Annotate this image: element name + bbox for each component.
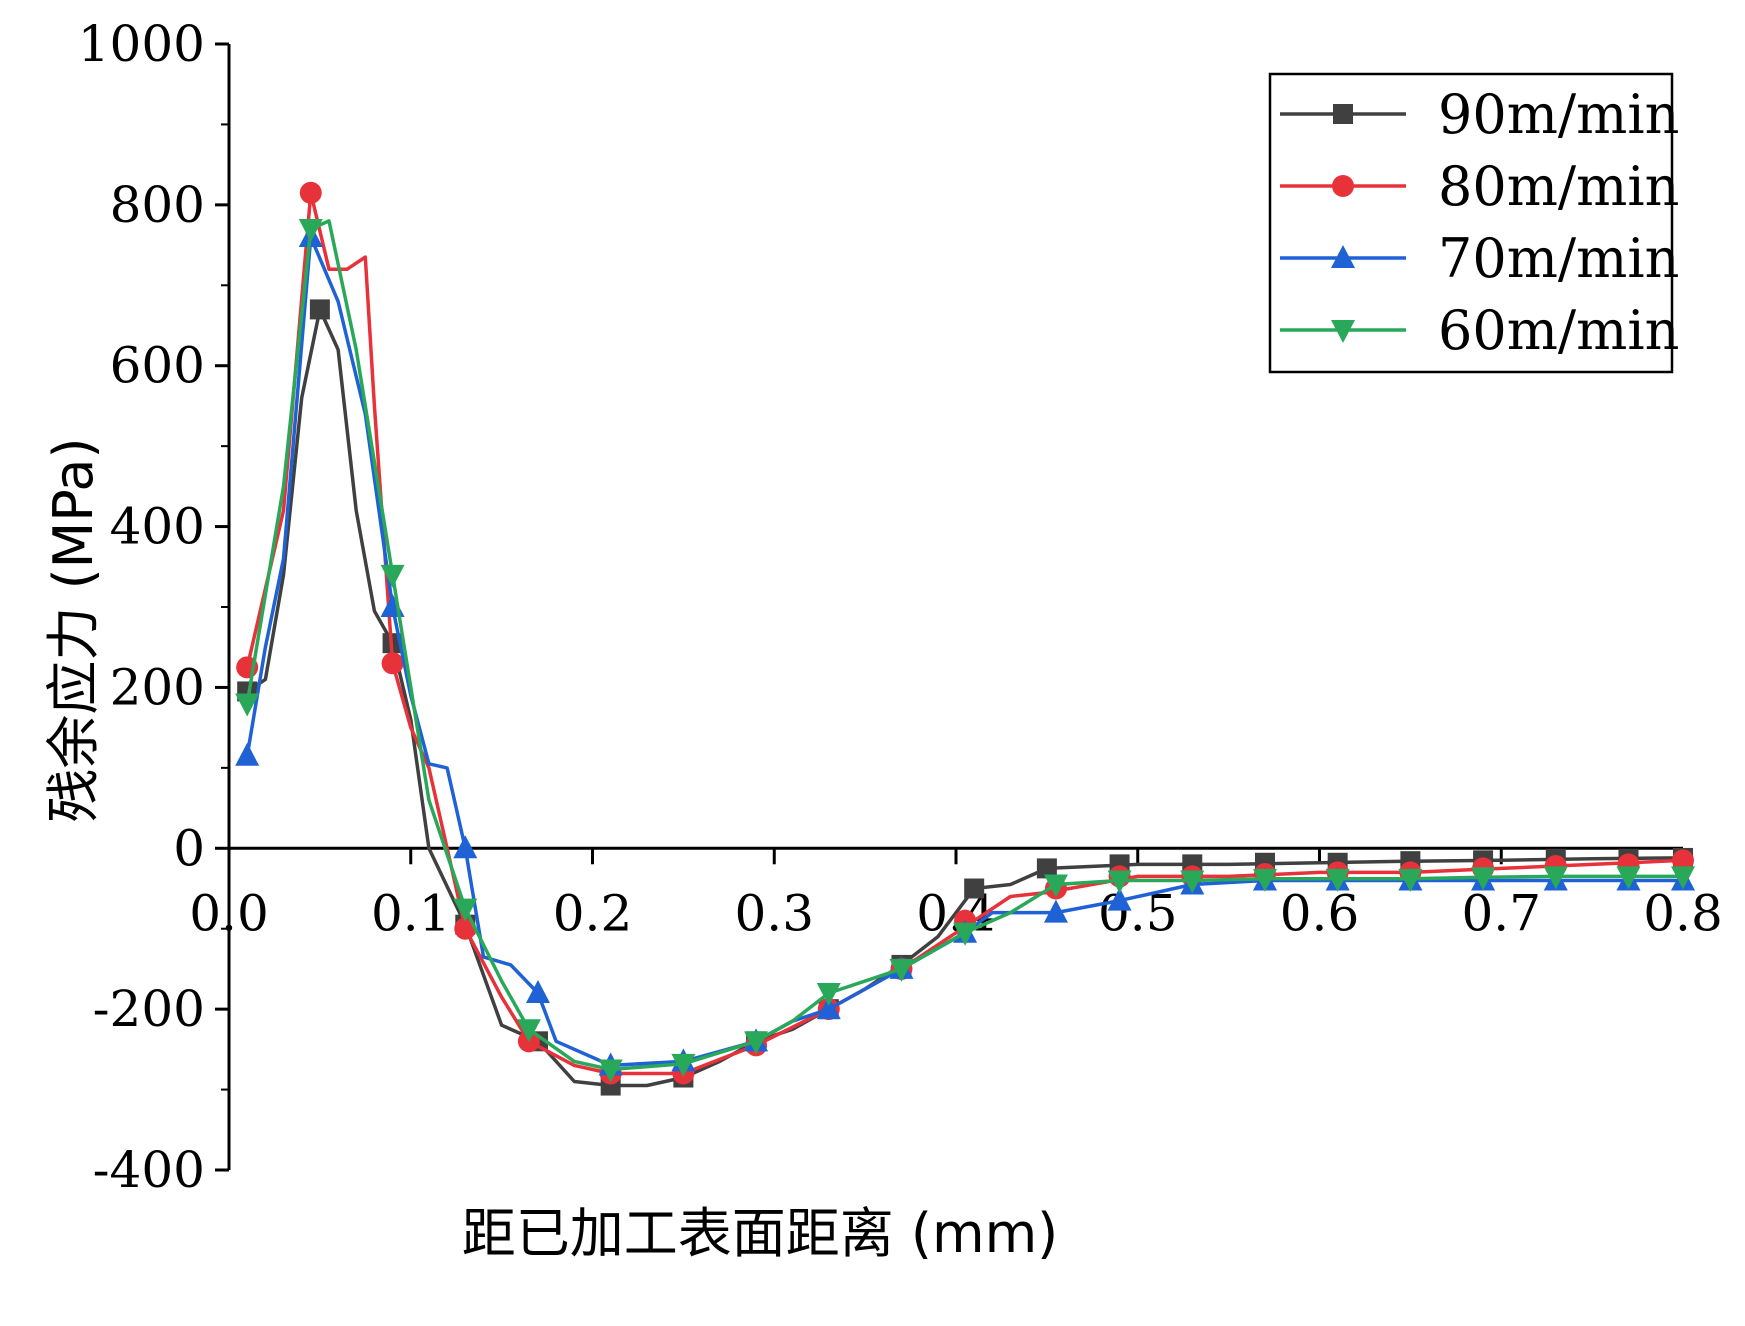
- y-tick-label: -200: [93, 980, 205, 1038]
- data-point: [380, 594, 405, 617]
- data-point: [235, 693, 260, 717]
- y-tick-label: 600: [110, 337, 205, 395]
- data-point: [1180, 870, 1205, 894]
- data-point: [1252, 868, 1277, 892]
- x-tick-label: 0.8: [1643, 884, 1723, 942]
- legend-swatch-marker: [1332, 175, 1354, 197]
- legend-label: 60m/min: [1438, 299, 1679, 362]
- data-point: [1471, 867, 1496, 891]
- legend: 90m/min 80m/min 70m/min 60m/min: [1268, 72, 1679, 374]
- series-line: [245, 191, 1684, 1076]
- data-point: [380, 564, 405, 588]
- data-point: [1043, 899, 1068, 923]
- data-point: [235, 742, 260, 766]
- data-point: [1398, 868, 1423, 892]
- x-tick-label: 0.5: [1098, 884, 1178, 942]
- y-axis-title: 残余应力 (MPa): [42, 437, 105, 822]
- data-point: [744, 1031, 769, 1055]
- data-point: [299, 181, 322, 204]
- y-tick-label: 400: [110, 498, 205, 556]
- series-line: [245, 219, 1683, 1072]
- data-point: [1616, 866, 1641, 890]
- data-point: [453, 835, 478, 859]
- data-point: [1107, 887, 1132, 911]
- x-axis-title: 距已加工表面距离 (mm): [462, 1202, 1059, 1265]
- series-line: [246, 307, 1684, 1088]
- legend-swatch-marker: [1331, 320, 1355, 343]
- y-tick-label: 1000: [78, 15, 205, 73]
- data-point: [1325, 868, 1350, 892]
- legend-label: 90m/min: [1438, 83, 1679, 146]
- data-point: [1036, 858, 1057, 879]
- y-tick-label: 800: [110, 176, 205, 234]
- data-point: [1543, 866, 1568, 890]
- data-point: [298, 218, 323, 242]
- data-point: [964, 878, 985, 899]
- data-point: [381, 652, 404, 675]
- data-point: [516, 1019, 541, 1043]
- plot-area: [235, 181, 1695, 1096]
- y-tick-label: 200: [110, 658, 205, 716]
- data-point: [598, 1059, 623, 1083]
- data-point: [1671, 866, 1695, 890]
- legend-swatch-marker: [1333, 104, 1353, 124]
- data-point: [816, 996, 841, 1020]
- series-4: [235, 218, 1695, 1083]
- x-tick-label: 0.2: [553, 884, 633, 942]
- data-point: [309, 299, 330, 320]
- x-tick-label: 0.3: [734, 884, 814, 942]
- data-point: [1672, 849, 1694, 872]
- data-point: [953, 922, 978, 946]
- y-tick-label: 0: [173, 819, 205, 877]
- data-point: [1107, 870, 1132, 894]
- y-tick-label: -400: [93, 1141, 205, 1199]
- x-tick-label: 0.6: [1280, 884, 1360, 942]
- x-tick-label: 0.1: [371, 884, 451, 942]
- legend-swatch-marker: [1331, 245, 1355, 268]
- data-point: [816, 983, 841, 1007]
- data-point: [525, 980, 550, 1004]
- data-point: [1043, 874, 1068, 898]
- legend-label: 70m/min: [1438, 227, 1679, 290]
- series-1: [237, 299, 1693, 1096]
- x-tick-label: 0.7: [1461, 884, 1541, 942]
- x-tick-label: 0.0: [189, 884, 269, 942]
- data-point: [671, 1053, 696, 1077]
- data-point: [889, 958, 914, 982]
- data-point: [453, 898, 478, 922]
- legend-label: 80m/min: [1438, 155, 1679, 218]
